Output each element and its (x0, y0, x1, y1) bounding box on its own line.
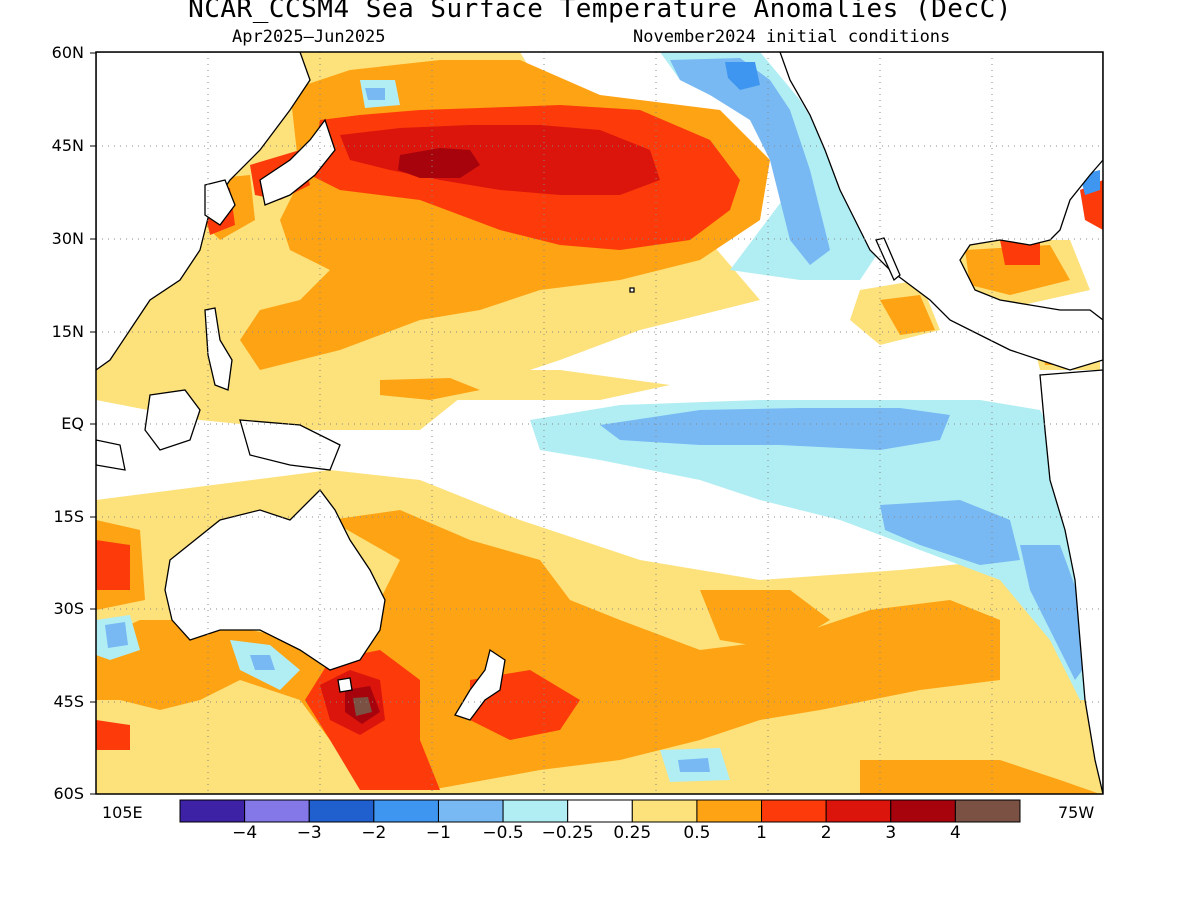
asia-mainland (96, 52, 311, 371)
colorbar-label: −1 (425, 823, 451, 843)
colorbar-label: 4 (949, 823, 961, 843)
colorbar-label: −0.25 (541, 823, 594, 843)
colorbar (179, 799, 1021, 823)
colorbar-label: 3 (885, 823, 897, 843)
colorbar-label: −3 (296, 823, 322, 843)
anomaly-region-3-4 (345, 148, 480, 724)
initial-conditions: November2024 initial conditions (633, 27, 951, 47)
lat-label: EQ (61, 414, 84, 433)
lat-ticks (90, 52, 96, 795)
lat-label: 60N (51, 43, 84, 62)
anomaly-region-above-4 (353, 697, 372, 716)
colorbar-swatch (954, 799, 1021, 823)
map-title: NCAR_CCSM4 Sea Surface Temperature Anoma… (188, 0, 1012, 24)
sumatra (96, 439, 126, 471)
colorbar-swatch (244, 799, 310, 823)
colorbar-swatch (179, 799, 246, 823)
colorbar-label: 1 (756, 823, 767, 843)
lat-label: 45S (53, 692, 84, 711)
colorbar-label: −2 (361, 823, 387, 843)
colorbar-swatch (761, 799, 827, 823)
lat-label: 30N (51, 229, 84, 248)
lon-label-right: 75W (1058, 803, 1095, 822)
philippines (204, 307, 233, 391)
map-frame (95, 51, 1104, 795)
forecast-period: Apr2025–Jun2025 (232, 27, 386, 47)
colorbar-label: 0.5 (683, 823, 711, 843)
colorbar-swatch (696, 799, 763, 823)
new-zealand (454, 648, 506, 721)
colorbar-swatch (373, 799, 439, 823)
lat-label: 15N (51, 322, 84, 341)
colorbar-label: 0.25 (613, 823, 652, 843)
anomaly-region-neg-1-neg-0.5 (105, 58, 1090, 772)
korea (204, 179, 236, 226)
north-america (779, 52, 1103, 371)
anomaly-field (96, 52, 1103, 794)
colorbar-swatch (825, 799, 892, 823)
colorbar-label: 2 (820, 823, 832, 843)
colorbar-swatch (308, 799, 375, 823)
colorbar-swatch (631, 799, 698, 823)
colorbar-swatch (437, 799, 504, 823)
hawaii (629, 287, 635, 293)
baja-california (875, 237, 901, 282)
borneo (144, 389, 201, 451)
japan (259, 118, 336, 206)
lon-label-left: 105E (102, 803, 143, 822)
colorbar-swatch (502, 799, 569, 823)
colorbar-label: −0.5 (482, 823, 524, 843)
south-america (1039, 369, 1103, 794)
colorbar-label: −4 (232, 823, 258, 843)
colorbar-swatch (567, 799, 633, 823)
tasmania (337, 677, 353, 693)
new-guinea (239, 419, 341, 471)
lat-label: 15S (53, 507, 84, 526)
graticule (96, 52, 1103, 794)
lat-label: 60S (53, 784, 84, 803)
colorbar-swatch (890, 799, 956, 823)
landmasses (96, 52, 1103, 794)
lat-label: 30S (53, 599, 84, 618)
australia (164, 489, 386, 671)
lat-label: 45N (51, 136, 84, 155)
